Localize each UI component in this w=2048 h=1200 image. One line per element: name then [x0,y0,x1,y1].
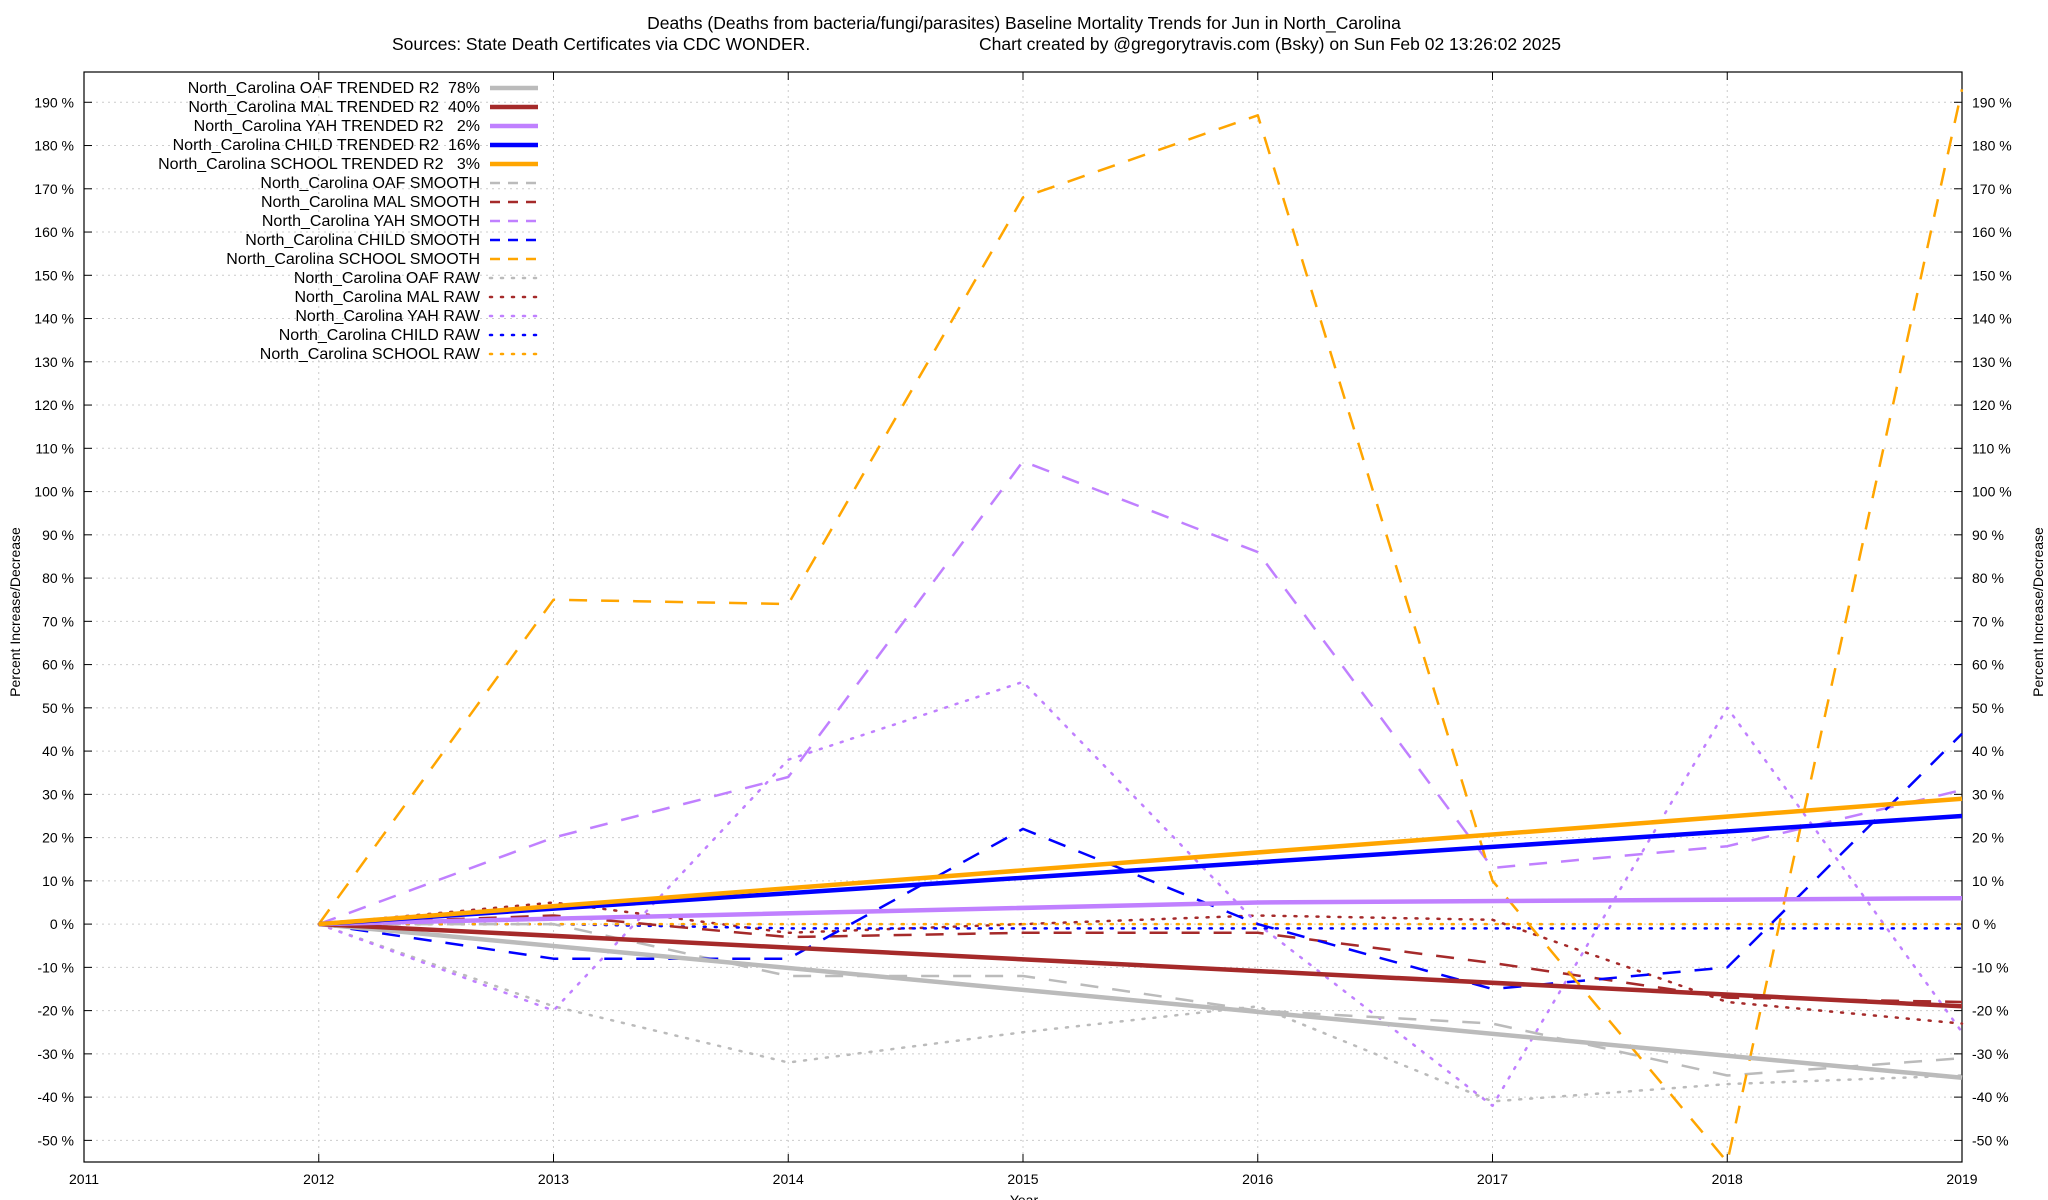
legend-label: North_Carolina MAL TRENDED R2 40% [188,99,480,116]
y-tick-label: 160 % [34,224,74,240]
series-line-oaf-smooth [318,922,1963,1077]
y-tick-label: -10 % [37,959,74,975]
y-tick-label: 90 % [42,527,74,543]
series-line-oaf-raw [317,922,1964,1103]
y-tick-label: 0 % [50,916,74,932]
x-tick-label: 2018 [1712,1171,1743,1187]
y2-tick-label: -50 % [1972,1132,2009,1148]
legend-label: North_Carolina OAF TRENDED R2 78% [188,80,480,97]
y-tick-label: 20 % [42,830,74,846]
y2-tick-label: 60 % [1972,657,2004,673]
y2-tick-label: 100 % [1972,484,2012,500]
ticks: 2011 2012 2013 2014 2015 2016 2017 2018 2019 -50 … [34,72,2012,1187]
y2-tick-label: 130 % [1972,354,2012,370]
x-tick-label: 2011 [69,1171,99,1187]
y2-tick-label: 180 % [1972,138,2012,154]
y-tick-label: 100 % [34,484,74,500]
x-tick-label: 2016 [1242,1171,1273,1187]
y2-tick-label: 20 % [1972,830,2004,846]
y-tick-label: 140 % [34,311,74,327]
x-axis-label: Year [1010,1192,1039,1200]
y-tick-label: 30 % [42,786,74,802]
series-line-yah-smooth [318,460,1963,926]
grid [83,72,1963,1162]
series-line-school-trended [318,796,1963,927]
series-line-school-smooth [317,89,1964,1164]
y-tick-label: 80 % [42,570,74,586]
x-tick-label: 2014 [773,1171,804,1187]
series-line-oaf-trended [318,921,1963,1080]
y2-tick-label: 160 % [1972,224,2012,240]
legend-label: North_Carolina YAH SMOOTH [262,213,480,230]
legend-label: North_Carolina SCHOOL RAW [260,346,481,363]
y2-tick-label: 190 % [1972,94,2012,110]
y2-tick-label: 80 % [1972,570,2004,586]
y-tick-label: 50 % [42,700,74,716]
y-tick-label: 180 % [34,138,74,154]
y-tick-label: 130 % [34,354,74,370]
y2-tick-label: 30 % [1972,786,2004,802]
x-tick-label: 2017 [1477,1171,1508,1187]
y-tick-label: 10 % [42,873,74,889]
y-tick-label: -50 % [37,1132,74,1148]
legend-label: North_Carolina SCHOOL TRENDED R2 3% [158,156,480,173]
y-tick-label: 190 % [34,94,74,110]
series-line-child-trended [318,813,1963,927]
y-tick-label: -30 % [37,1046,74,1062]
series-layer [317,89,1964,1164]
series-line-child-raw [317,922,1964,930]
y2-tick-label: -10 % [1972,959,2009,975]
y2-tick-label: 70 % [1972,613,2004,629]
y-axis-label: Percent Increase/Decrease [7,527,23,697]
y-tick-label: -40 % [37,1089,74,1105]
legend-label: North_Carolina OAF RAW [294,270,481,287]
y2-tick-label: 90 % [1972,527,2004,543]
legend-label: North_Carolina OAF SMOOTH [260,175,480,192]
chart-title: Deaths (Deaths from bacteria/fungi/paras… [647,13,1401,34]
legend: North_Carolina OAF TRENDED R2 78% North_C… [158,80,540,363]
x-tick-label: 2019 [1946,1171,1977,1187]
y2-tick-label: 40 % [1972,743,2004,759]
legend-label: North_Carolina SCHOOL SMOOTH [226,251,480,268]
legend-label: North_Carolina CHILD TRENDED R2 16% [173,137,480,154]
series-line-yah-trended [318,895,1963,927]
y2-tick-label: 0 % [1972,916,1996,932]
series-line-mal-trended [318,921,1963,1009]
y-tick-label: 150 % [34,267,74,283]
y2-tick-label: 120 % [1972,397,2012,413]
y-tick-label: -20 % [37,1003,74,1019]
y2-tick-label: -30 % [1972,1046,2009,1062]
series-line-child-smooth [318,732,1963,991]
y-tick-label: 170 % [34,181,74,197]
y2-tick-label: 150 % [1972,267,2012,283]
y2-tick-label: 140 % [1972,311,2012,327]
y2-tick-label: -40 % [1972,1089,2009,1105]
legend-label: North_Carolina CHILD RAW [279,327,481,344]
legend-label: North_Carolina YAH RAW [295,308,481,325]
y2-axis-label: Percent Increase/Decrease [2030,527,2046,697]
chart-subtitle-credit: Chart created by @gregorytravis.com (Bsk… [979,34,1561,54]
x-tick-label: 2012 [303,1171,334,1187]
y2-tick-label: -20 % [1972,1003,2009,1019]
y2-tick-label: 110 % [1972,440,2011,456]
legend-label: North_Carolina CHILD SMOOTH [245,232,480,249]
y-tick-label: 70 % [42,613,74,629]
x-tick-label: 2013 [538,1171,569,1187]
legend-label: North_Carolina YAH TRENDED R2 2% [194,118,480,135]
y2-tick-label: 170 % [1972,181,2012,197]
x-tick-label: 2015 [1007,1171,1038,1187]
y-tick-label: 60 % [42,657,74,673]
y2-tick-label: 10 % [1972,873,2004,889]
y2-tick-label: 50 % [1972,700,2004,716]
y-tick-label: 120 % [34,397,74,413]
y-tick-label: 40 % [42,743,74,759]
chart-subtitle-source: Sources: State Death Certificates via CD… [392,34,810,54]
legend-label: North_Carolina MAL RAW [294,289,480,306]
legend-label: North_Carolina MAL SMOOTH [261,194,480,211]
y-tick-label: 110 % [35,440,74,456]
series-line-yah-raw [317,680,1964,1108]
